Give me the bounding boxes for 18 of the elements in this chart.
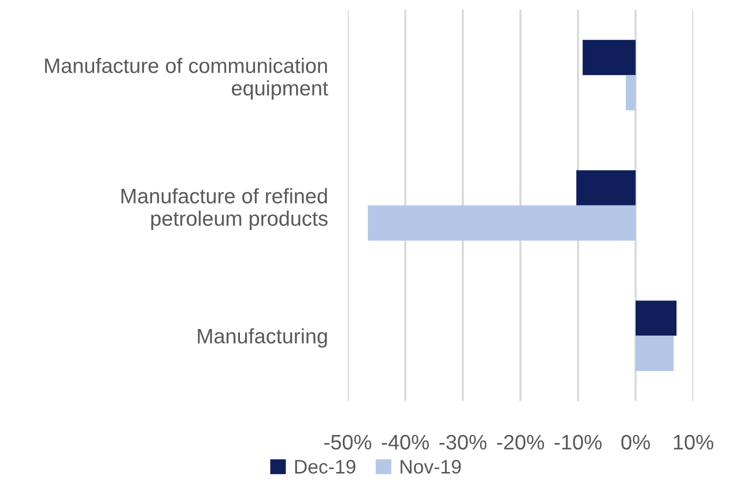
- x-tick-label: 0%: [621, 434, 650, 450]
- y-tick-label: Manufacturing: [198, 328, 327, 348]
- legend-label: Nov-19: [400, 460, 461, 474]
- x-tick-label: -10%: [554, 434, 602, 450]
- y-tick-label: Manufacture of communication equipment: [45, 58, 328, 100]
- y-tick-label: Manufacture of refined petroleum products: [122, 188, 328, 230]
- bar: [576, 170, 636, 206]
- x-tick-label: 10%: [674, 434, 714, 450]
- bar: [636, 300, 677, 336]
- bar: [626, 75, 636, 110]
- x-tick-label: -20%: [497, 434, 544, 450]
- bar: [582, 40, 636, 76]
- x-tick-label: -50%: [324, 434, 372, 450]
- bar: [368, 205, 636, 241]
- x-tick-label: -30%: [439, 434, 486, 450]
- bar: [636, 336, 674, 371]
- legend-label: Dec-19: [295, 460, 356, 474]
- x-tick-label: -40%: [382, 434, 429, 450]
